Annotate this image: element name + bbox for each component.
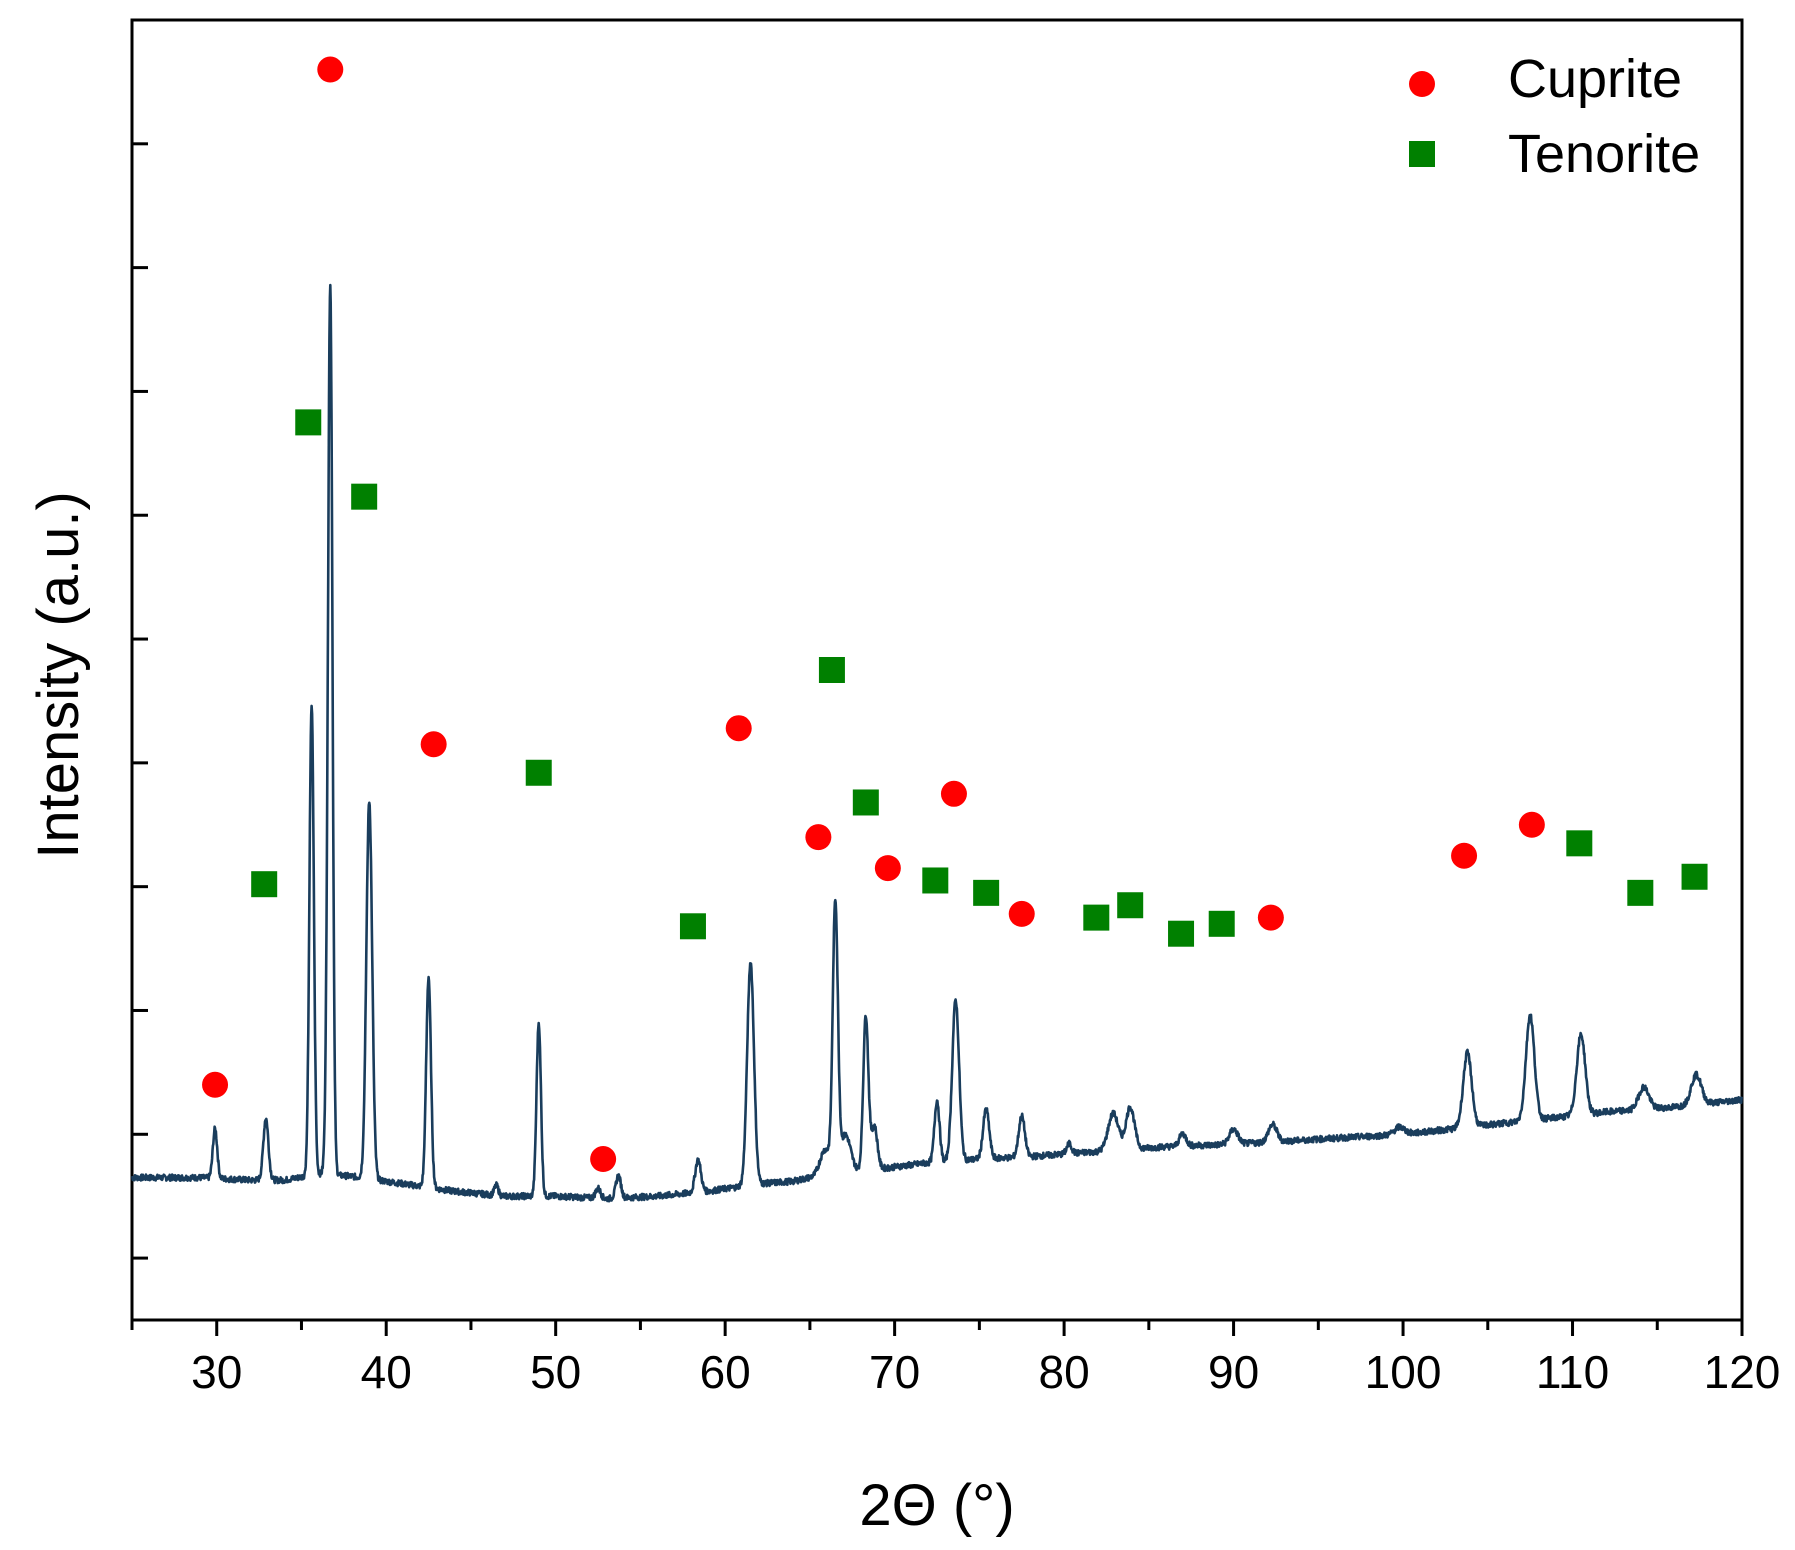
cuprite-marker — [725, 715, 752, 742]
x-tick-label: 120 — [1704, 1346, 1781, 1398]
tenorite-marker — [852, 789, 879, 816]
cuprite-marker — [590, 1146, 617, 1173]
legend: Cuprite Tenorite — [1409, 49, 1700, 184]
cuprite-marker — [1451, 842, 1478, 869]
legend-cuprite-label: Cuprite — [1508, 49, 1682, 109]
x-tick-label: 50 — [530, 1346, 581, 1398]
x-tick-label: 40 — [361, 1346, 412, 1398]
cuprite-marker — [202, 1071, 229, 1098]
x-tick-label: 90 — [1208, 1346, 1259, 1398]
cuprite-marker — [317, 56, 344, 83]
tenorite-marker — [351, 483, 378, 510]
tenorite-marker — [251, 871, 278, 898]
tenorite-marker — [679, 913, 706, 940]
tenorite-marker — [1627, 879, 1654, 906]
y-axis-ticks — [132, 142, 148, 1260]
tenorite-marker — [818, 657, 845, 683]
cuprite-marker — [1257, 904, 1284, 931]
tenorite-marker — [973, 879, 1000, 906]
x-tick-label: 60 — [700, 1346, 751, 1398]
tenorite-marker — [295, 409, 322, 436]
legend-tenorite-label: Tenorite — [1508, 124, 1700, 184]
legend-cuprite-marker — [1409, 71, 1435, 97]
x-tick-label: 70 — [869, 1346, 920, 1398]
x-tick-label: 30 — [191, 1346, 242, 1398]
tenorite-marker — [1083, 904, 1110, 931]
x-axis-title: 2Θ (°) — [859, 1473, 1014, 1538]
cuprite-marker — [874, 855, 901, 882]
tenorite-marker — [1566, 830, 1593, 857]
phase-markers — [202, 56, 1708, 1173]
x-tick-label: 110 — [1536, 1346, 1609, 1398]
tenorite-marker — [1681, 863, 1708, 890]
x-tick-label: 80 — [1039, 1346, 1090, 1398]
x-axis-ticks: 30 40 50 60 70 80 90 100 110 120 — [130, 1320, 1781, 1398]
cuprite-marker — [1518, 811, 1545, 838]
legend-tenorite-marker — [1409, 141, 1435, 167]
tenorite-marker — [525, 759, 552, 786]
cuprite-marker — [420, 731, 447, 758]
cuprite-marker — [805, 824, 832, 851]
plot-frame — [130, 18, 1744, 1322]
tenorite-marker — [1117, 892, 1144, 919]
xrd-pattern-line — [130, 283, 1744, 1203]
cuprite-marker — [1008, 900, 1035, 927]
tenorite-marker — [1168, 920, 1195, 947]
tenorite-marker — [922, 867, 949, 894]
x-tick-label: 100 — [1365, 1346, 1442, 1398]
tenorite-marker — [1208, 910, 1235, 937]
y-axis-title: Intensity (a.u.) — [26, 491, 91, 858]
cuprite-marker — [940, 780, 967, 807]
